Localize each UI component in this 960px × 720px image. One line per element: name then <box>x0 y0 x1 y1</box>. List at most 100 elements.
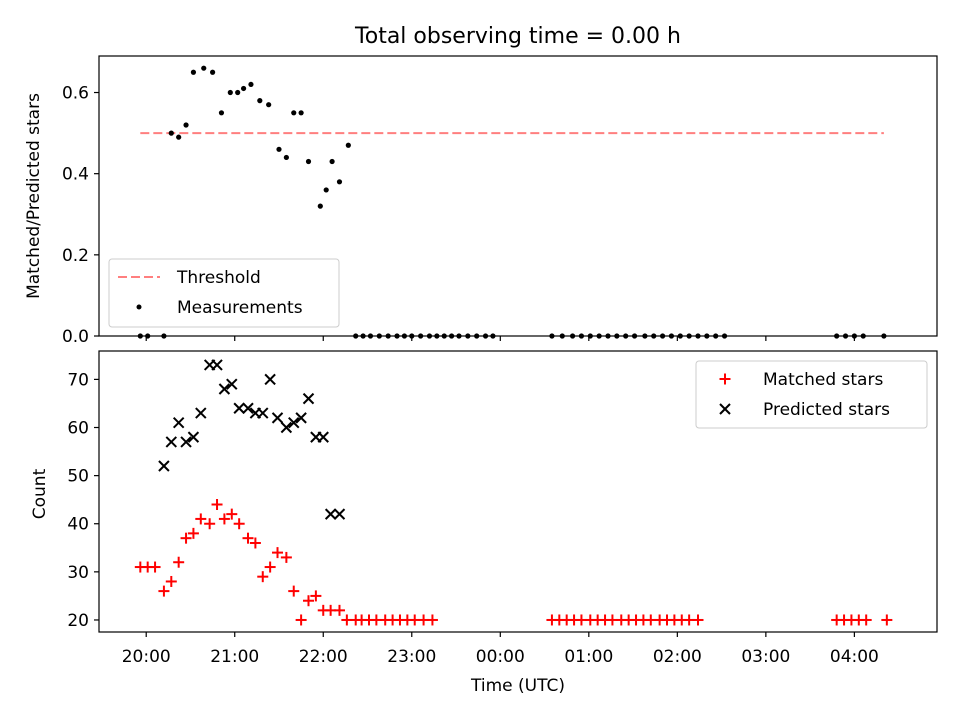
measurement-point <box>441 333 447 339</box>
count-panel: Count Time (UTC) 20 30 40 50 60 70 20:00 21:00… <box>30 350 938 696</box>
measurement-point <box>276 146 282 152</box>
measurement-point <box>190 69 197 75</box>
measurement-point <box>465 333 471 339</box>
x-tick-label: 01:00 <box>564 647 613 667</box>
measurement-point <box>631 333 638 339</box>
measurement-point <box>176 134 182 140</box>
measurement-point <box>677 333 683 339</box>
count-legend: Matched stars Predicted stars <box>695 360 928 429</box>
predicted-point <box>333 508 346 520</box>
measurement-point <box>842 333 849 339</box>
measurement-point <box>305 158 312 165</box>
x-tick-label: 00:00 <box>476 647 525 667</box>
measurement-point <box>329 158 335 165</box>
measurement-point <box>668 333 675 339</box>
predicted-point <box>187 431 200 443</box>
y-tick-label: 0.6 <box>62 84 89 104</box>
measurement-point <box>704 333 710 339</box>
x-axis-label: Time (UTC) <box>470 676 565 696</box>
measurement-point <box>482 333 489 339</box>
matched-point <box>860 614 872 626</box>
predicted-point <box>324 508 337 520</box>
legend-measurement-swatch <box>136 304 142 310</box>
measurement-point <box>596 333 602 339</box>
measurement-point <box>860 333 866 339</box>
predicted-point <box>218 383 231 395</box>
measurement-point <box>409 333 415 339</box>
ratio-plot-area <box>98 55 938 337</box>
measurement-point <box>161 333 167 339</box>
measurement-point <box>367 333 374 339</box>
measurement-point <box>569 333 576 339</box>
ratio-y-ticks: 0.0 0.2 0.4 0.6 <box>62 84 99 347</box>
count-y-ticks: 20 30 40 50 60 70 <box>67 370 99 631</box>
matched-point <box>149 561 161 573</box>
matched-point <box>264 561 276 573</box>
count-y-axis-label: Count <box>30 468 50 519</box>
predicted-point <box>242 402 254 414</box>
count-plot-area <box>98 350 938 633</box>
legend-matched-swatch <box>719 373 731 385</box>
predicted-point <box>264 373 276 386</box>
measurement-point <box>659 333 666 339</box>
measurement-point <box>394 333 400 339</box>
predicted-point <box>302 392 315 405</box>
matched-point <box>158 585 170 597</box>
matched-point <box>257 571 269 583</box>
measurement-point <box>218 110 225 116</box>
measurement-points <box>137 65 887 339</box>
measurement-point <box>266 102 272 108</box>
matched-point <box>881 614 893 626</box>
measurement-point <box>385 333 391 339</box>
measurement-point <box>376 333 382 339</box>
measurement-point <box>434 333 440 339</box>
measurement-point <box>353 333 359 339</box>
matched-point <box>165 575 177 587</box>
measurement-point <box>614 333 620 339</box>
measurement-point <box>345 142 351 148</box>
measurement-point <box>418 333 424 339</box>
matched-point <box>242 532 254 544</box>
matched-point <box>280 551 292 563</box>
measurement-point <box>145 333 151 339</box>
predicted-point <box>288 416 300 429</box>
measurement-point <box>456 333 462 339</box>
measurement-point <box>183 122 189 128</box>
measurement-point <box>578 333 585 339</box>
measurement-point <box>449 333 455 339</box>
x-tick-label: 22:00 <box>299 647 348 667</box>
matched-point <box>180 532 192 544</box>
measurement-point <box>257 98 263 104</box>
matched-point <box>233 518 245 530</box>
legend-matched-label: Matched stars <box>763 370 883 390</box>
measurement-point <box>721 333 728 339</box>
measurement-point <box>401 333 407 339</box>
matched-point <box>187 527 199 539</box>
predicted-point <box>165 436 177 448</box>
chart-title: Total observing time = 0.00 h <box>354 24 681 49</box>
x-tick-label: 21:00 <box>210 647 259 667</box>
count-x-ticks: 20:00 21:00 22:00 23:00 00:00 01:00 02:00 03:00… <box>122 632 879 667</box>
ratio-x-ticks <box>145 336 855 341</box>
measurement-point <box>695 333 701 339</box>
matched-point <box>204 518 216 530</box>
legend-predicted-label: Predicted stars <box>763 400 890 420</box>
measurement-point <box>210 69 216 75</box>
predicted-point <box>172 416 185 429</box>
x-tick-label: 20:00 <box>122 647 171 667</box>
measurement-point <box>317 203 323 209</box>
measurement-point <box>137 333 143 339</box>
measurement-point <box>248 81 254 88</box>
predicted-point <box>233 402 245 414</box>
y-tick-label: 0.4 <box>62 165 89 185</box>
measurement-point <box>559 333 565 339</box>
y-tick-label: 30 <box>67 563 89 583</box>
predicted-point <box>280 421 293 434</box>
y-tick-label: 40 <box>67 515 89 535</box>
matched-point <box>249 537 261 549</box>
ratio-legend-frame <box>108 258 340 328</box>
measurement-point <box>474 333 480 339</box>
measurement-point <box>291 110 297 116</box>
y-tick-label: 0.0 <box>62 327 89 347</box>
